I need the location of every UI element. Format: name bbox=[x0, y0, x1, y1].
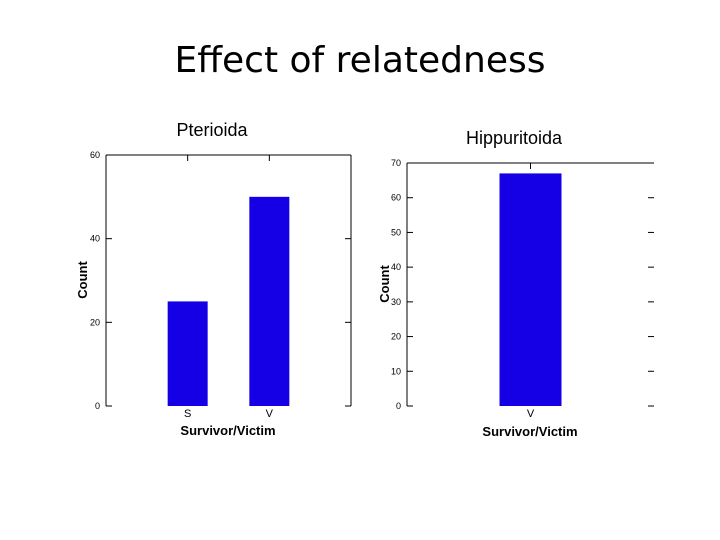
y-tick-label: 0 bbox=[95, 401, 100, 411]
x-axis-label: Survivor/Victim bbox=[482, 424, 577, 439]
x-tick-label: V bbox=[527, 408, 535, 420]
slide-title: Effect of relatedness bbox=[174, 40, 546, 81]
y-tick-label: 10 bbox=[391, 366, 401, 376]
chart-title: Hippuritoida bbox=[466, 128, 563, 148]
x-tick-label: S bbox=[184, 408, 191, 420]
y-tick-label: 30 bbox=[391, 297, 401, 307]
y-tick-label: 50 bbox=[391, 227, 401, 237]
chart-pterioida: Pterioida Survivor/Victim Count 0 20 40 60 S… bbox=[75, 120, 352, 438]
y-axis-label: Count bbox=[377, 265, 392, 303]
x-axis-label: Survivor/Victim bbox=[180, 423, 275, 438]
y-tick-label: 20 bbox=[90, 317, 100, 327]
y-tick-label: 0 bbox=[396, 401, 401, 411]
x-tick-label: V bbox=[266, 408, 274, 420]
y-tick-label: 60 bbox=[90, 150, 100, 160]
y-axis-label: Count bbox=[75, 261, 90, 299]
chart-hippuritoida: Hippuritoida Survivor/Victim Count 0 10 20… bbox=[377, 128, 654, 439]
bar-v bbox=[249, 196, 290, 406]
bar-v bbox=[499, 173, 562, 406]
y-tick-label: 40 bbox=[391, 262, 401, 272]
chart-title: Pterioida bbox=[176, 120, 248, 140]
y-tick-label: 40 bbox=[90, 234, 100, 244]
y-tick-label: 60 bbox=[391, 193, 401, 203]
bar-s bbox=[167, 301, 208, 406]
y-tick-label: 70 bbox=[391, 158, 401, 168]
y-tick-label: 20 bbox=[391, 332, 401, 342]
